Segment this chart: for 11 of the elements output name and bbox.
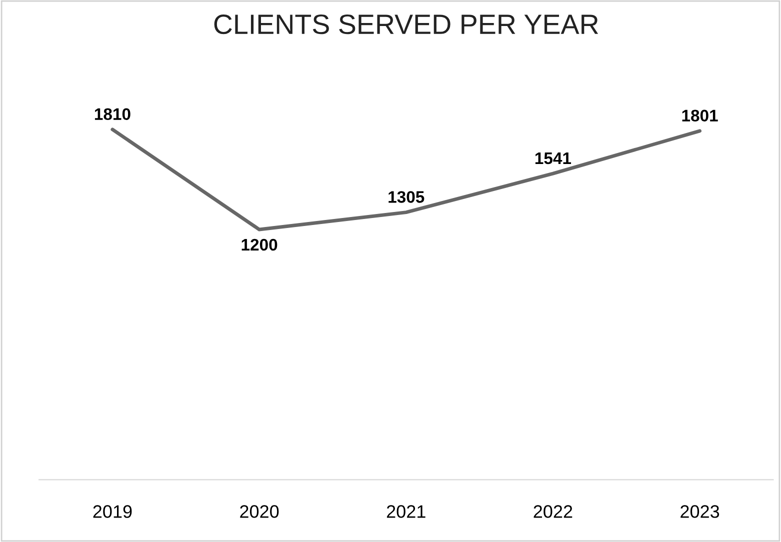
data-label: 1200 bbox=[242, 238, 278, 251]
data-label: 1810 bbox=[94, 108, 130, 120]
x-tick-label: 2020 bbox=[240, 505, 279, 518]
data-label: 1541 bbox=[535, 152, 572, 164]
x-tick-label: 2023 bbox=[680, 505, 720, 518]
x-tick-label: 2022 bbox=[534, 505, 572, 518]
x-tick-label: 2021 bbox=[386, 505, 426, 518]
data-label: 1801 bbox=[682, 110, 718, 122]
x-tick-label: 2019 bbox=[93, 505, 132, 518]
chart-title: CLIENTS SERVED PER YEAR bbox=[214, 14, 598, 34]
data-label: 1305 bbox=[388, 191, 424, 203]
